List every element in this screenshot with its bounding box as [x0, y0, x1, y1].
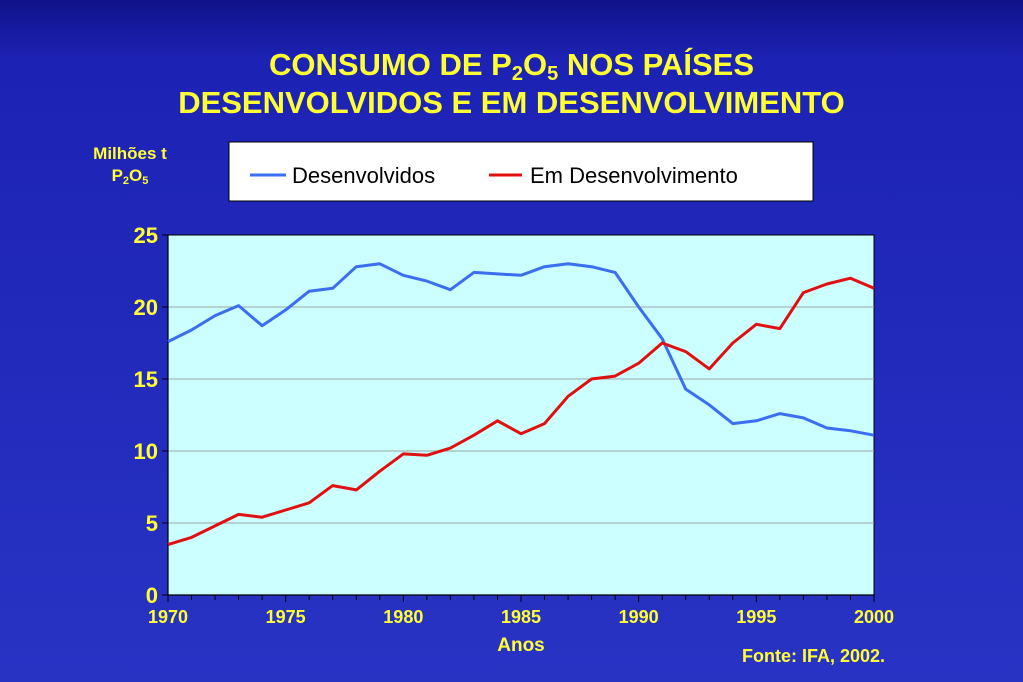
chart-title-line2: DESENVOLVIDOS E EM DESENVOLVIMENTO: [178, 85, 845, 120]
source-note: Fonte: IFA, 2002.: [742, 646, 886, 666]
y-tick-label-0: 0: [146, 583, 158, 608]
gridlines: [168, 306, 874, 524]
series-line-em-desenvolvimento: [167, 276, 875, 547]
y-tick-label-15: 15: [134, 367, 158, 392]
x-tick-label-1995: 1995: [736, 607, 776, 627]
x-tick-label-1985: 1985: [501, 607, 541, 627]
tick-labels: 0 5 10 15 20 25 1970 1975 1980 1985 1990 1995 2000: [134, 223, 895, 627]
y-tick-label-20: 20: [134, 295, 158, 320]
plot-area: [167, 234, 875, 596]
y-tick-label-25: 25: [134, 223, 158, 248]
chart-title: CONSUMO DE P2O5 NOS PAÍSES DESENVOLVIDOS…: [0, 46, 1023, 122]
chart-title-line1: CONSUMO DE P2O5 NOS PAÍSES: [268, 47, 755, 85]
x-tick-label-2000: 2000: [854, 607, 894, 627]
legend-label-desenvolvidos: Desenvolvidos: [292, 163, 435, 188]
legend-box: [228, 141, 814, 202]
y-tick-label-10: 10: [134, 439, 158, 464]
x-axis-label: Anos: [497, 635, 545, 656]
legend-label-em-desenvolvimento: Em Desenvolvimento: [530, 163, 738, 188]
y-axis-label: Milhões t P2O5: [93, 144, 167, 187]
x-tick-label-1990: 1990: [619, 607, 659, 627]
series-lines: [167, 262, 875, 547]
y-tick-label-5: 5: [146, 511, 158, 536]
x-tick-label-1970: 1970: [148, 607, 188, 627]
x-tick-label-1980: 1980: [383, 607, 423, 627]
axes: [162, 234, 875, 602]
series-line-desenvolvidos: [167, 262, 875, 437]
x-tick-label-1975: 1975: [266, 607, 306, 627]
